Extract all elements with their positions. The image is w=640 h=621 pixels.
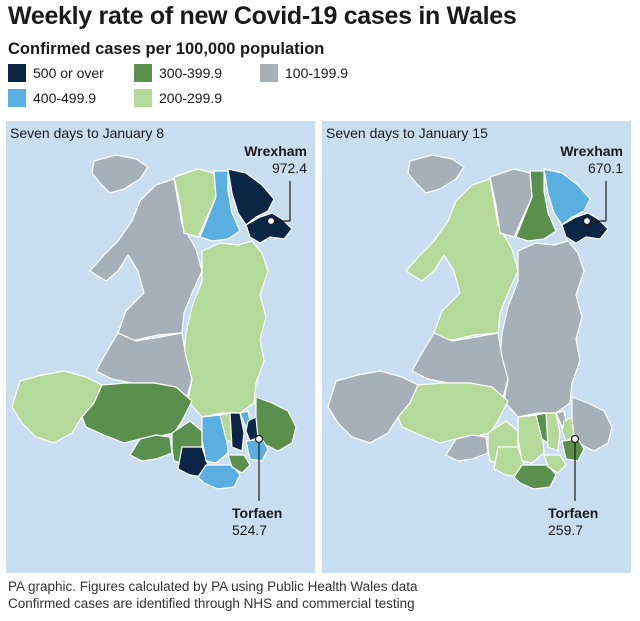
region-swansea (445, 434, 489, 462)
legend-label: 100-199.9 (285, 65, 349, 81)
legend-swatch (8, 89, 26, 107)
legend-swatch (134, 89, 152, 107)
region-denbighshire (199, 170, 241, 242)
footer-credits: PA graphic. Figures calculated by PA usi… (8, 578, 417, 612)
legend-swatch (134, 64, 152, 82)
region-pembrokeshire (11, 370, 103, 444)
region-flintshire (227, 168, 275, 226)
legend-item-100-199: 100-199.9 (260, 64, 348, 82)
region-conwy (489, 168, 533, 238)
legend-label: 500 or over (33, 65, 104, 81)
legend-label: 400-499.9 (33, 90, 97, 106)
region-caerphilly (545, 412, 561, 452)
map-wales-jan-8 (11, 154, 297, 501)
marker-torfaen (570, 434, 580, 444)
legend: 500 or over 400-499.9 300-399.9 200-299.… (8, 64, 638, 110)
legend-item-400-499: 400-499.9 (8, 89, 96, 107)
callout-value: 670.1 (587, 160, 623, 176)
callout-value: 524.7 (232, 522, 268, 538)
legend-title: Confirmed cases per 100,000 population (8, 40, 325, 58)
region-cardiff (543, 454, 567, 474)
legend-item-200-299: 200-299.9 (134, 89, 222, 107)
region-gwynedd (89, 178, 203, 342)
callout-name: Wrexham (244, 143, 307, 159)
panel-title: Seven days to January 15 (326, 125, 488, 141)
chart-title: Weekly rate of new Covid-19 cases in Wal… (8, 2, 517, 30)
region-monmouthshire (571, 396, 613, 452)
region-vale (513, 464, 557, 490)
region-denbighshire (515, 170, 557, 242)
region-powys (183, 240, 269, 418)
callout-value: 259.7 (548, 522, 584, 538)
region-torfaen (245, 416, 259, 442)
map-panel-jan-15: Seven days to January 15 Wrexham 670.1 T… (322, 121, 631, 573)
footer-line-1: PA graphic. Figures calculated by PA usi… (8, 579, 418, 594)
region-powys (499, 240, 585, 418)
legend-label: 200-299.9 (159, 90, 223, 106)
marker-wrexham (582, 216, 592, 226)
legend-label: 300-399.9 (159, 65, 223, 81)
region-gwynedd (405, 178, 519, 342)
region-conwy (173, 168, 217, 238)
region-cardiff (227, 454, 251, 474)
region-anglesey (91, 154, 149, 194)
region-pembrokeshire (327, 370, 419, 444)
marker-torfaen (254, 434, 264, 444)
map-panel-jan-8: Seven days to January 8 Wrexham 972.4 To… (6, 121, 315, 573)
region-swansea (129, 434, 173, 462)
region-anglesey (407, 154, 465, 194)
callout-value: 972.4 (271, 160, 307, 176)
map-wales-jan-15 (327, 154, 613, 501)
legend-item-300-399: 300-399.9 (134, 64, 222, 82)
region-vale (197, 464, 241, 490)
legend-swatch (8, 64, 26, 82)
legend-swatch (260, 64, 278, 82)
callout-torfaen: Torfaen 524.7 (232, 505, 282, 539)
region-caerphilly (229, 412, 245, 452)
callout-name: Wrexham (560, 143, 623, 159)
callout-wrexham: Wrexham 670.1 (560, 143, 623, 177)
footer-line-2: Confirmed cases are identified through N… (8, 596, 415, 611)
panel-title: Seven days to January 8 (10, 125, 165, 141)
marker-wrexham (266, 216, 276, 226)
region-torfaen (561, 416, 575, 442)
callout-wrexham: Wrexham 972.4 (244, 143, 307, 177)
region-monmouthshire (255, 396, 297, 452)
legend-item-500-plus: 500 or over (8, 64, 104, 82)
region-flintshire (543, 168, 591, 226)
callout-torfaen: Torfaen 259.7 (548, 505, 598, 539)
callout-name: Torfaen (232, 505, 283, 521)
callout-name: Torfaen (548, 505, 599, 521)
